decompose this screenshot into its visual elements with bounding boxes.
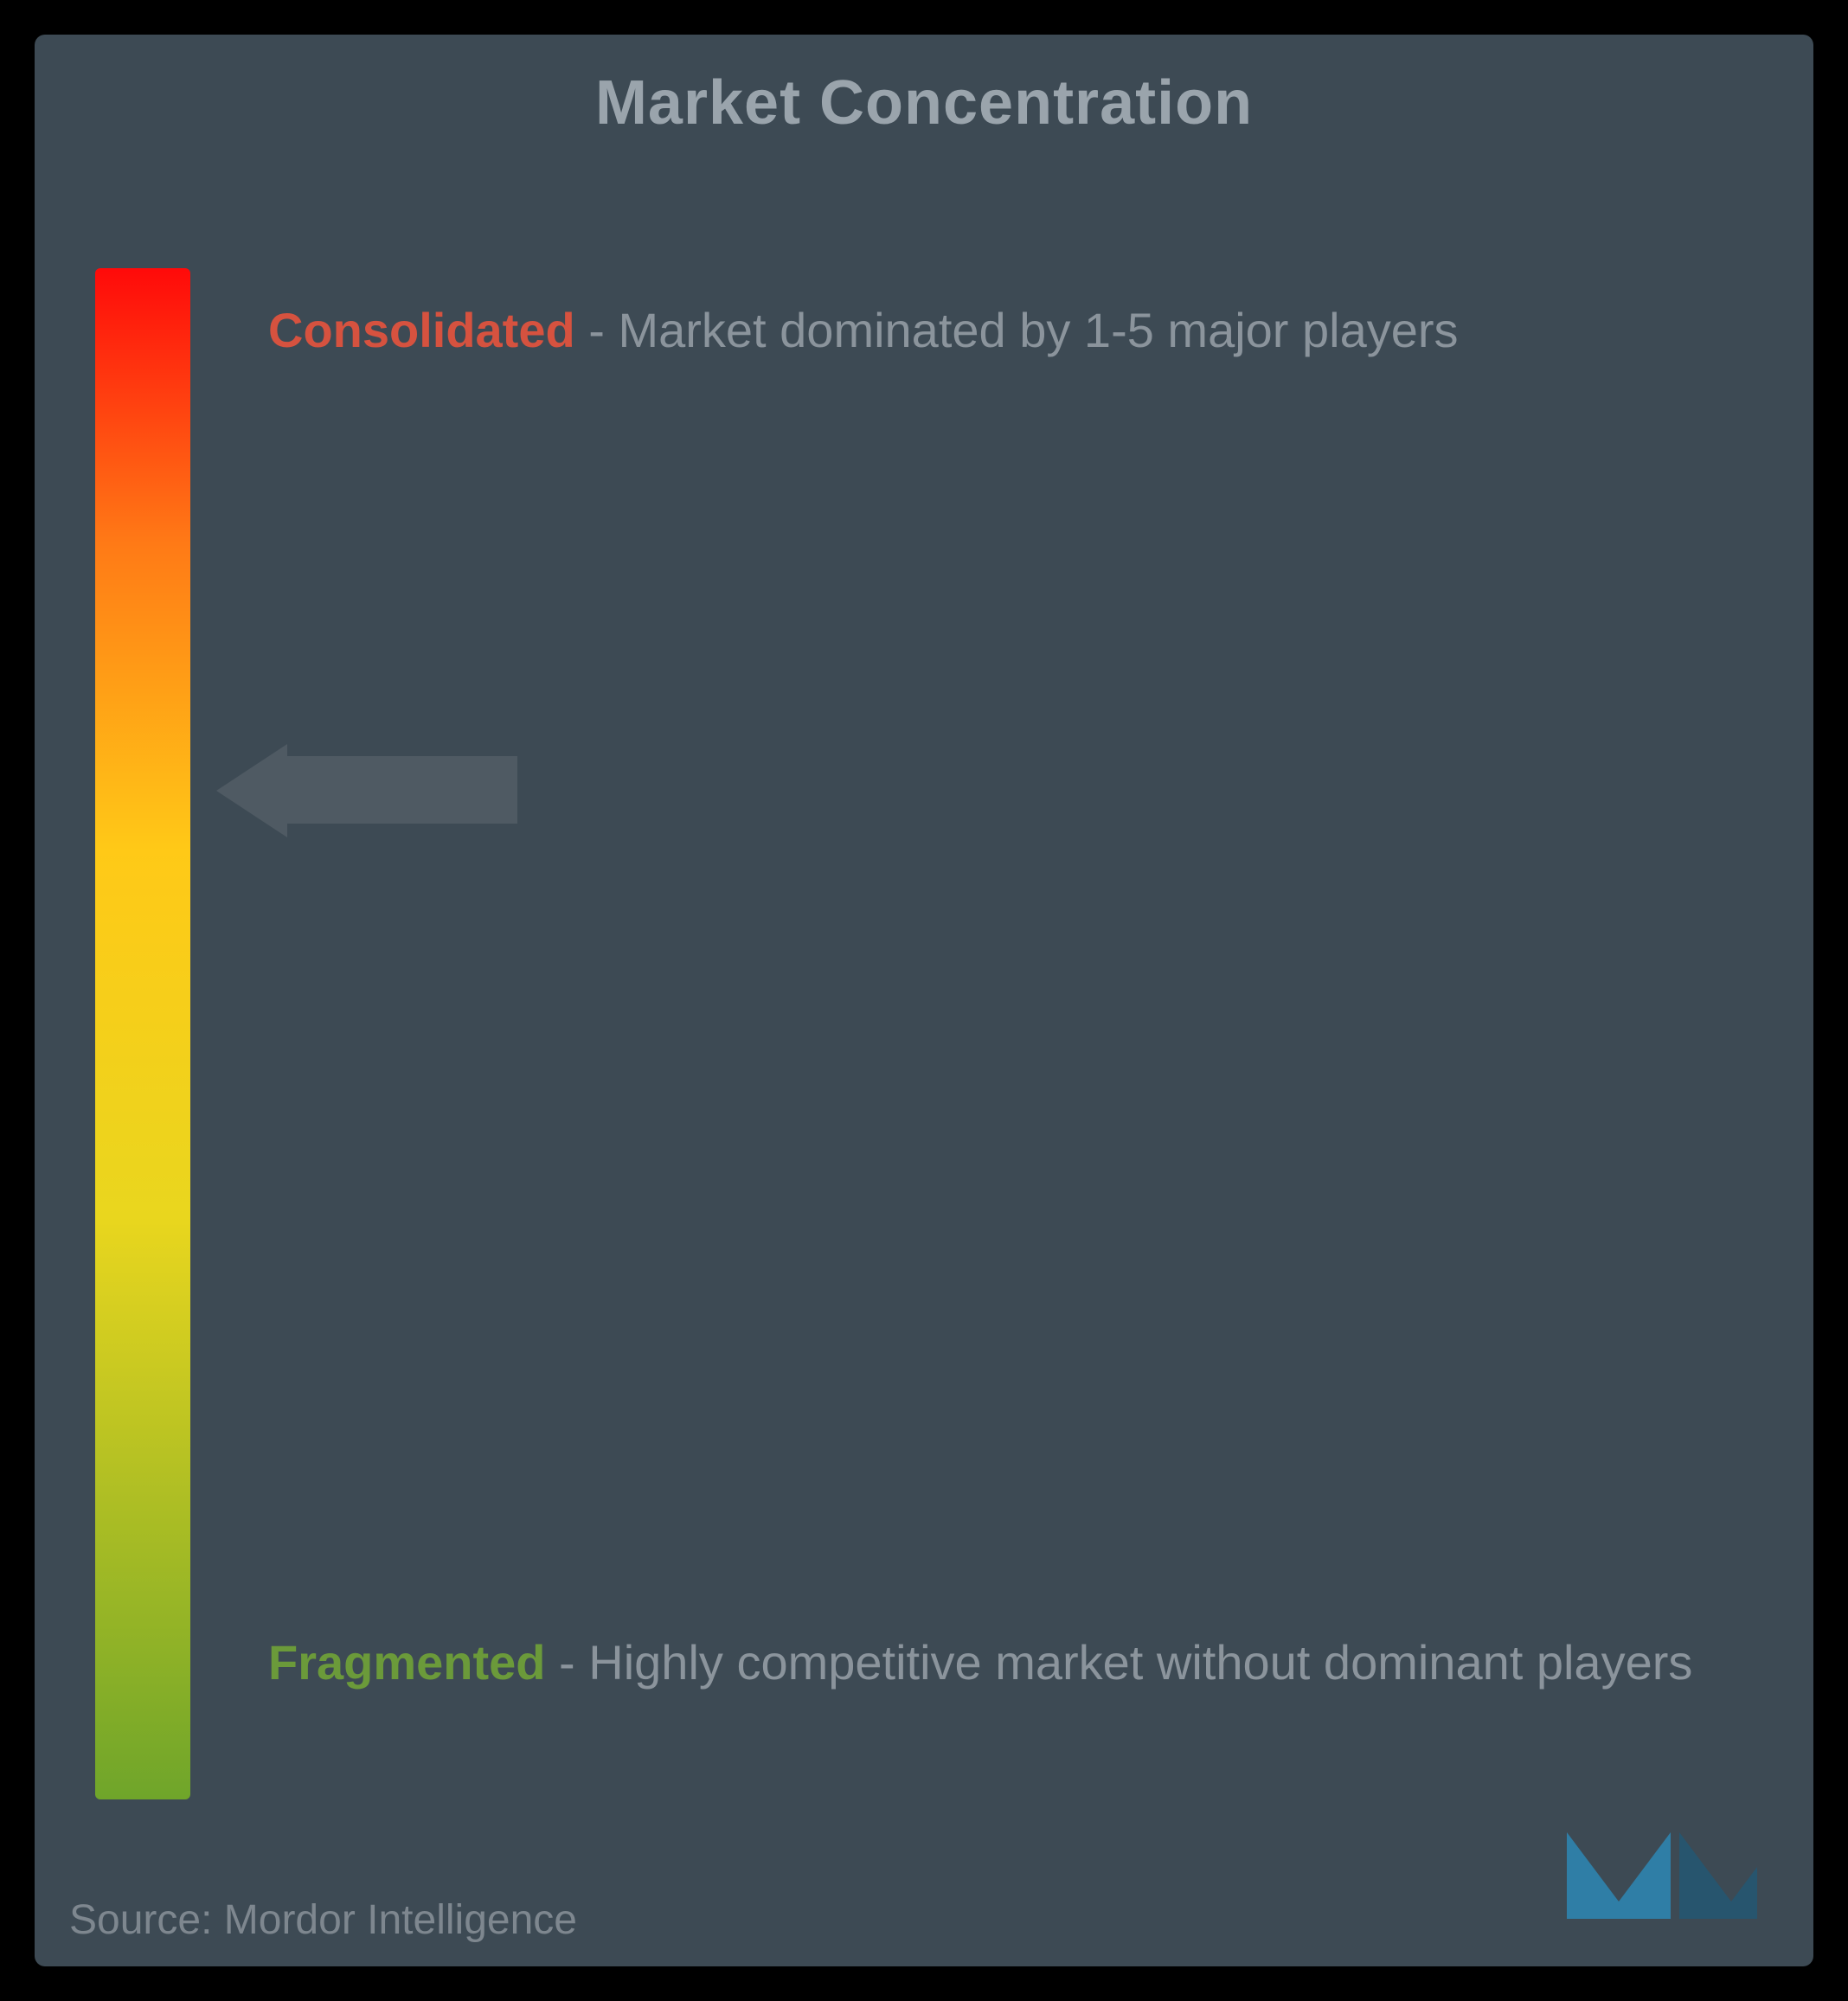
concentration-gradient-bar bbox=[95, 268, 190, 1799]
fragmented-label: Fragmented - Highly competitive market w… bbox=[268, 1609, 1739, 1716]
brand-logo-icon bbox=[1558, 1806, 1766, 1919]
infographic-card: Market Concentration Consolidated - Mark… bbox=[35, 35, 1813, 1966]
chart-title: Market Concentration bbox=[35, 67, 1813, 138]
arrow-head-icon bbox=[216, 744, 287, 837]
fragmented-desc: - Highly competitive market without domi… bbox=[546, 1635, 1693, 1690]
consolidated-label: Consolidated - Market dominated by 1-5 m… bbox=[268, 277, 1739, 383]
arrow-shaft bbox=[284, 756, 517, 824]
fragmented-term: Fragmented bbox=[268, 1635, 546, 1690]
source-attribution: Source: Mordor Intelligence bbox=[69, 1896, 577, 1944]
consolidated-term: Consolidated bbox=[268, 303, 575, 357]
consolidated-desc: - Market dominated by 1-5 major players bbox=[575, 303, 1459, 357]
